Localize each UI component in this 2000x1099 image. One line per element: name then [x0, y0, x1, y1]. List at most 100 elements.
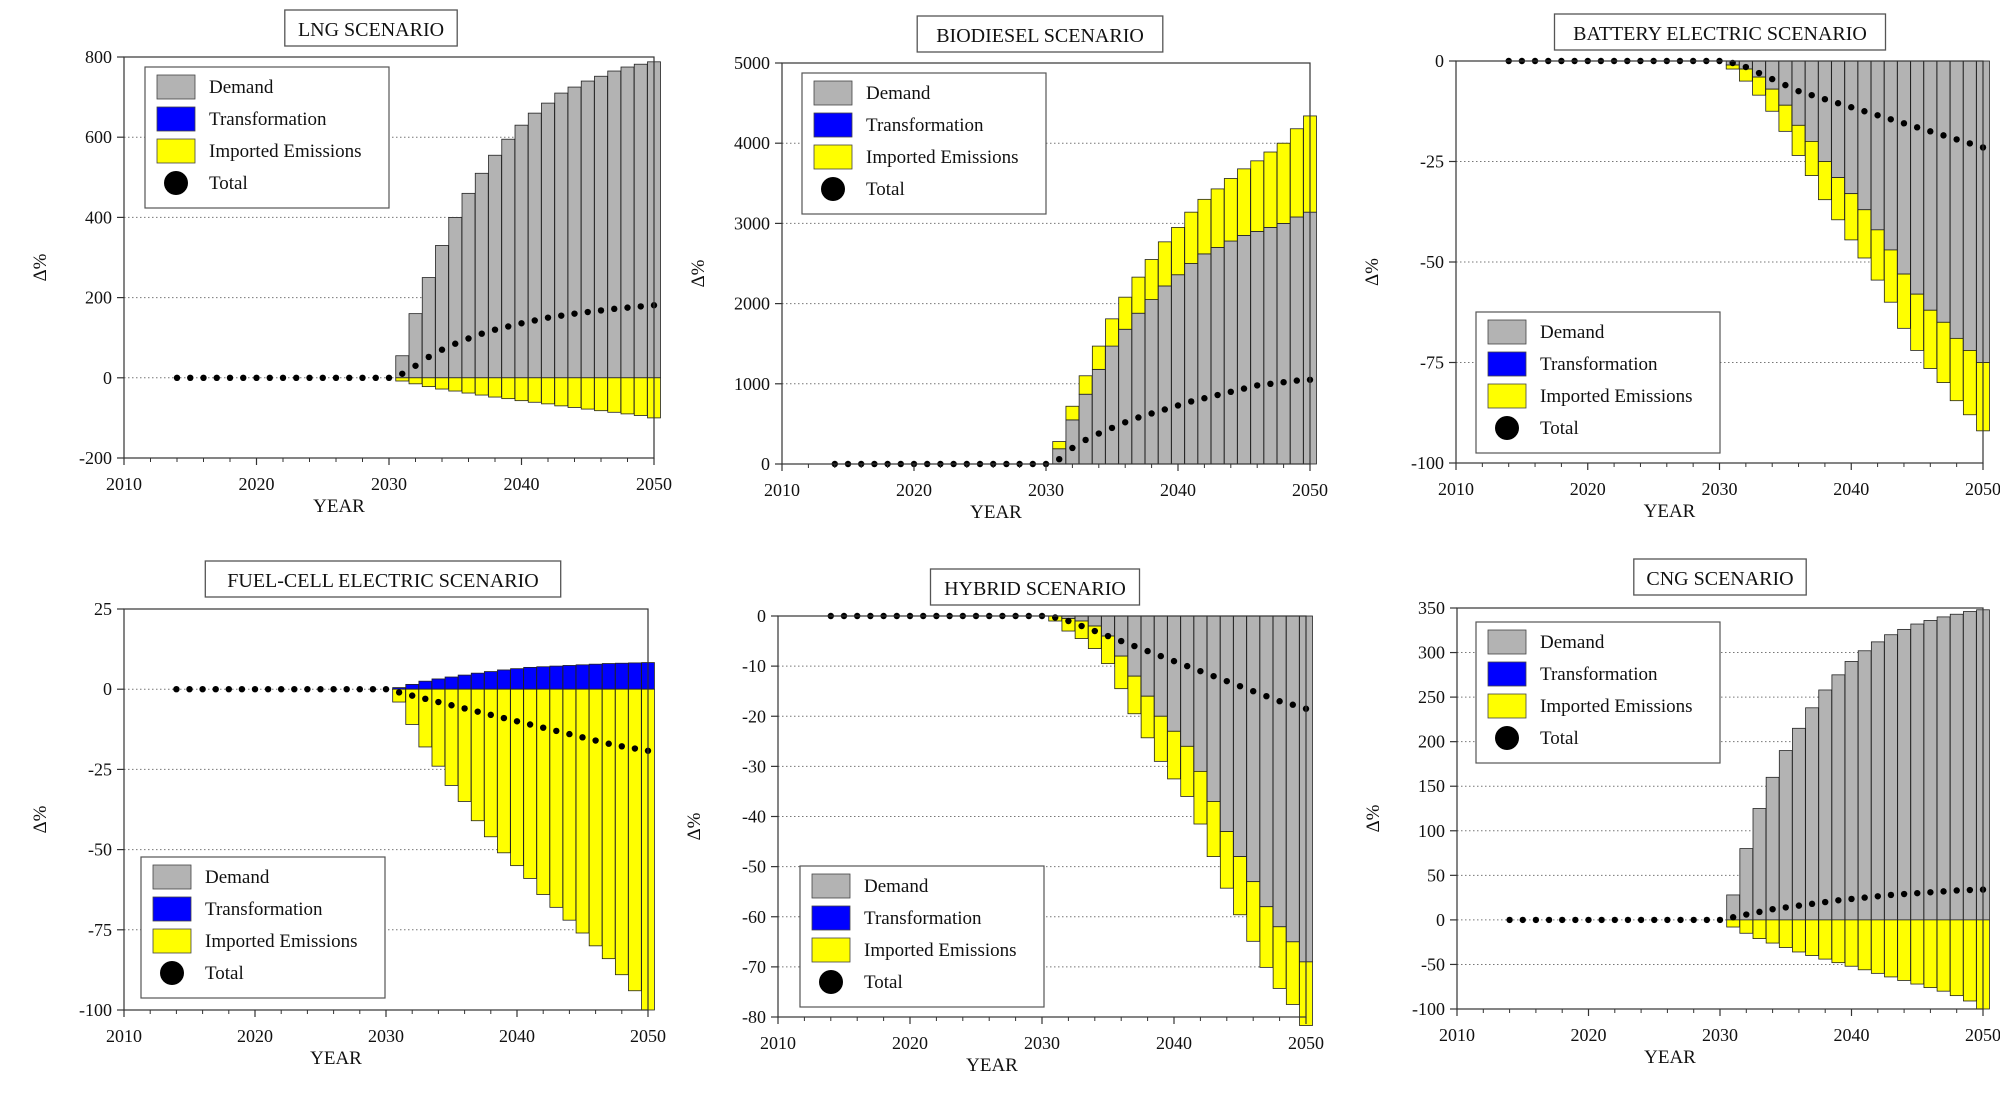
bar-imported-emissions-2037 [1131, 276, 1146, 314]
total-point-2021 [1598, 916, 1605, 924]
total-point-2037 [474, 708, 481, 715]
bar-imported-emissions-2045 [1233, 856, 1247, 916]
total-point-2045 [1236, 682, 1244, 690]
x-tick-label: 2010 [1438, 479, 1474, 499]
y-tick-label: -200 [79, 448, 112, 468]
legend-swatch-transformation [152, 896, 192, 922]
total-point-2015 [1519, 916, 1526, 924]
y-tick-label: -50 [1421, 954, 1445, 974]
bar-demand-2039 [1831, 60, 1845, 178]
total-point-2026 [332, 374, 340, 381]
y-axis-label: Δ% [30, 253, 51, 281]
bar-demand-2035 [448, 216, 463, 379]
bar-imported-emissions-2035 [1778, 104, 1793, 132]
total-point-2032 [409, 692, 416, 699]
bar-imported-emissions-2041 [1857, 209, 1872, 259]
chart-title: LNG SCENARIO [298, 19, 444, 41]
total-point-2032 [1069, 444, 1076, 452]
total-point-2036 [1122, 419, 1129, 426]
y-tick-label: 50 [1427, 865, 1445, 885]
bar-imported-emissions-2034 [1765, 88, 1780, 112]
total-point-2038 [1148, 410, 1155, 417]
x-tick-label: 2020 [1571, 1025, 1607, 1045]
bar-demand-2033 [421, 277, 436, 379]
y-tick-label: 0 [761, 454, 770, 474]
x-tick-label: 2050 [1292, 480, 1328, 500]
bar-demand-2035 [1105, 345, 1119, 465]
y-tick-label: -100 [79, 1000, 112, 1020]
total-point-2033 [422, 695, 429, 703]
total-point-2016 [199, 686, 206, 693]
legend-label: Transformation [205, 899, 323, 920]
bar-imported-emissions-2041 [1184, 211, 1199, 264]
bar-demand-2043 [554, 92, 569, 379]
total-point-2041 [1861, 894, 1868, 901]
total-point-2022 [1611, 916, 1619, 924]
bar-demand-2041 [1180, 615, 1195, 747]
bar-demand-2039 [501, 138, 516, 379]
bar-demand-2033 [1078, 393, 1093, 465]
legend-label: Transformation [209, 109, 327, 130]
bar-imported-emissions-2044 [562, 688, 577, 921]
total-point-2039 [500, 714, 508, 722]
total-point-2037 [1135, 414, 1142, 421]
total-point-2037 [478, 330, 485, 337]
bar-demand-2041 [1857, 650, 1872, 921]
total-point-2039 [1835, 897, 1842, 904]
bar-imported-emissions-2048 [620, 377, 635, 415]
bar-imported-emissions-2037 [474, 377, 489, 396]
total-point-2014 [173, 686, 180, 693]
bar-demand-2049 [1289, 216, 1304, 465]
legend-swatch-imported-emissions [152, 928, 192, 954]
bar-demand-2043 [1210, 247, 1225, 465]
chart-panel-5: -80 -70 -60 -50 -40 -30 -20 -10 0 2010 2020 2030 204… [684, 568, 1324, 1076]
bar-imported-emissions-2031 [395, 377, 410, 382]
legend-swatch-imported-emissions [813, 144, 853, 170]
bar-imported-emissions-2036 [461, 377, 476, 394]
total-point-2049 [1289, 701, 1297, 708]
bar-imported-emissions-2040 [1171, 227, 1185, 276]
bar-transformation-2042 [536, 666, 551, 690]
y-tick-label: 0 [103, 368, 112, 388]
total-point-2046 [597, 307, 605, 314]
bar-imported-emissions-2042 [1870, 229, 1885, 281]
bar-imported-emissions-2036 [1792, 919, 1806, 953]
bar-demand-2034 [435, 245, 449, 379]
y-tick-label: 25 [94, 599, 112, 619]
bar-imported-emissions-2048 [1272, 926, 1287, 989]
legend-label: Total [864, 972, 903, 993]
total-point-2039 [1834, 100, 1842, 107]
legend-swatch-demand [1487, 629, 1527, 655]
total-point-2043 [1210, 672, 1217, 680]
y-tick-label: 200 [85, 288, 112, 308]
total-point-2042 [1874, 893, 1882, 900]
total-point-2031 [1052, 614, 1059, 621]
bar-imported-emissions-2038 [1818, 919, 1833, 960]
bar-demand-2048 [1949, 613, 1964, 921]
total-point-2036 [1118, 637, 1125, 645]
bar-imported-emissions-2032 [408, 377, 423, 385]
total-point-2022 [279, 374, 287, 381]
bar-imported-emissions-2046 [1923, 919, 1938, 989]
total-point-2045 [1914, 889, 1921, 897]
bar-demand-2037 [1805, 707, 1819, 921]
legend-label: Imported Emissions [205, 931, 358, 952]
bar-demand-2040 [1171, 274, 1185, 465]
bar-demand-2047 [1936, 60, 1951, 323]
chart-panel-3: -100 -75 -50 -25 0 2010 2020 2030 2040 2050 YEAR Δ%… [1362, 13, 2000, 522]
total-point-2025 [319, 374, 326, 381]
bar-demand-2044 [1223, 240, 1238, 465]
bar-demand-2042 [541, 102, 555, 379]
bar-demand-2045 [1910, 623, 1925, 921]
total-point-2031 [399, 370, 406, 377]
x-tick-label: 2030 [368, 1026, 404, 1046]
bar-demand-2045 [1237, 235, 1251, 465]
legend-label: Total [866, 179, 905, 200]
bar-demand-2039 [1157, 285, 1172, 465]
total-point-2030 [382, 686, 390, 693]
bar-imported-emissions-2045 [580, 377, 595, 410]
legend: Demand Transformation Imported Emissions To… [140, 856, 386, 999]
bar-imported-emissions-2035 [448, 377, 463, 392]
bar-imported-emissions-2047 [601, 688, 616, 960]
y-axis-label: Δ% [30, 805, 51, 833]
